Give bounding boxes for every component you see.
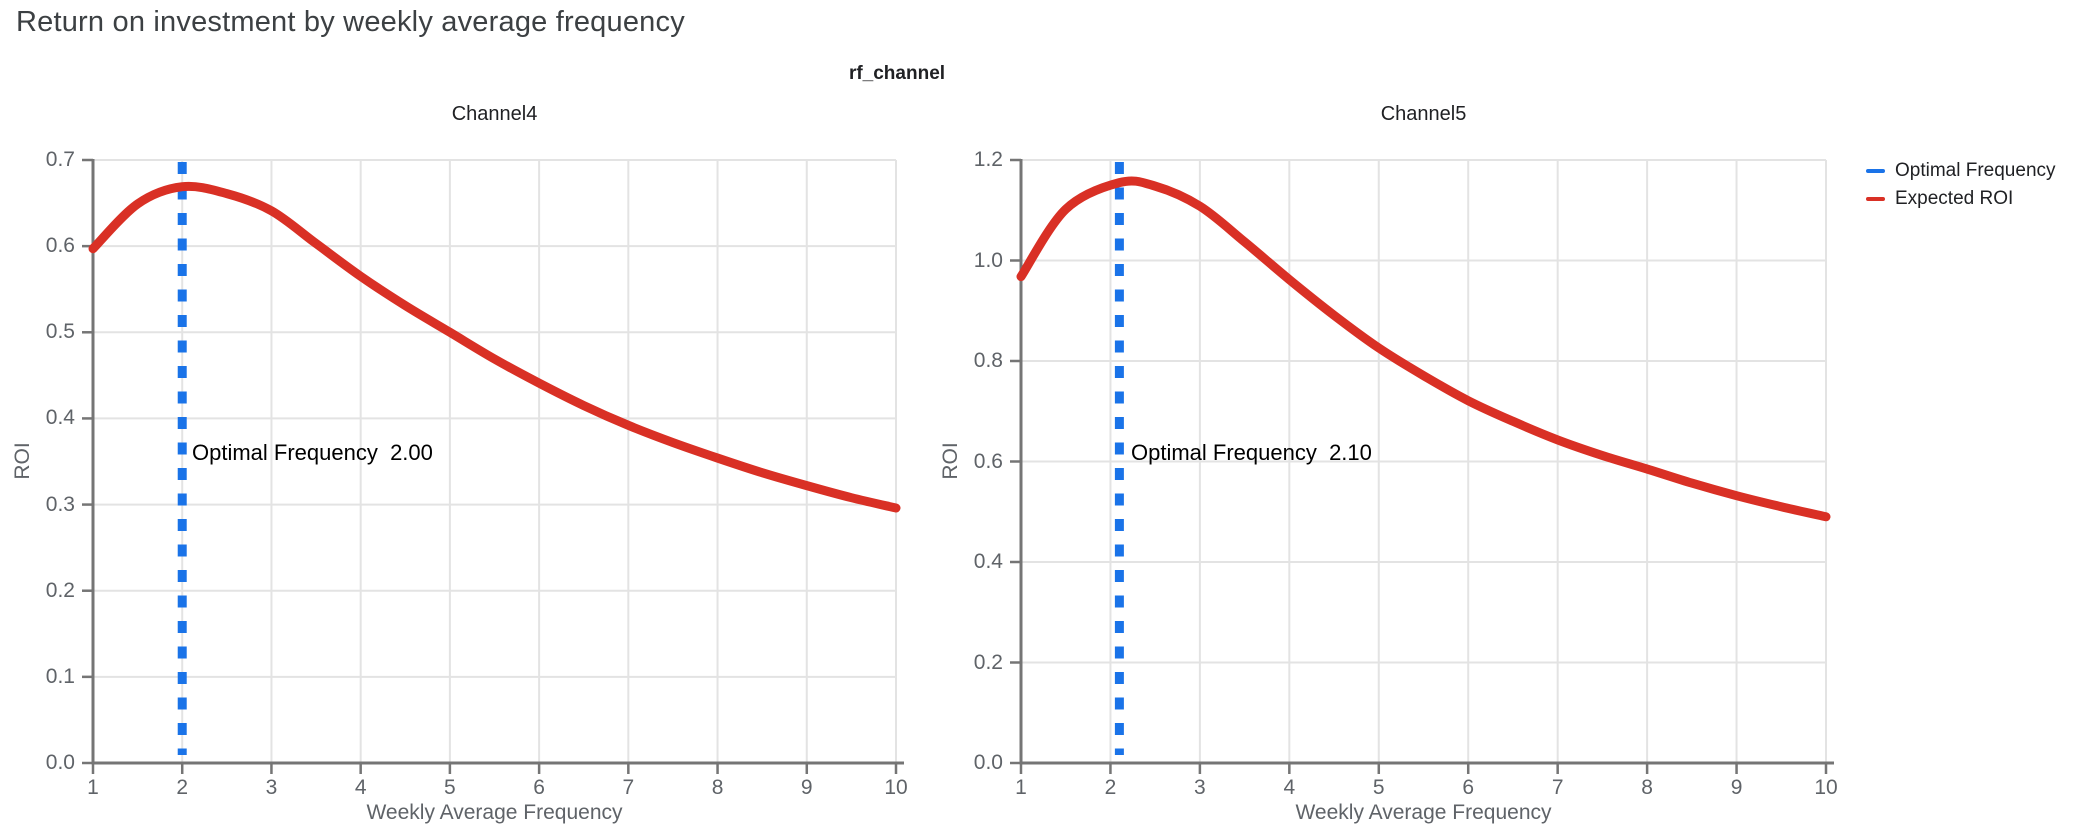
legend-label: Expected ROI: [1895, 188, 2014, 209]
x-tick-label: 5: [1372, 776, 1385, 799]
x-tick-label: 1: [87, 776, 99, 799]
y-tick-label: 0.7: [45, 148, 75, 171]
y-tick-label: 0.1: [45, 664, 75, 688]
y-tick-label: 0.0: [45, 751, 75, 774]
expected-roi-curve: [88, 181, 901, 513]
y-tick-label: 0.0: [973, 751, 1003, 774]
x-tick-label: 5: [444, 776, 456, 799]
y-tick-label: 0.5: [45, 320, 75, 344]
legend-item-expected-roi[interactable]: Expected ROI: [1866, 188, 2056, 210]
x-tick-label: 6: [533, 776, 545, 799]
x-tick-label: 9: [800, 776, 813, 799]
x-tick-label: 7: [622, 776, 635, 799]
x-tick-label: 8: [711, 776, 724, 799]
x-tick-label: 10: [1814, 776, 1838, 799]
legend-swatch-optimal-frequency: [1866, 169, 1885, 173]
x-tick-label: 9: [1730, 776, 1743, 799]
x-tick-label: 2: [1104, 776, 1117, 799]
x-axis-title-channel5: Weekly Average Frequency: [1295, 801, 1552, 824]
legend-swatch-expected-roi: [1866, 197, 1885, 201]
optimal-frequency-annotation-channel5: Optimal Frequency 2.10: [1131, 440, 1372, 465]
x-tick-label: 7: [1551, 776, 1564, 799]
legend: Optimal Frequency Expected ROI: [1866, 160, 2056, 210]
y-tick-label: 0.2: [973, 650, 1003, 674]
x-tick-label: 2: [176, 776, 189, 799]
x-tick-label: 4: [354, 776, 367, 799]
page-title: Return on investment by weekly average f…: [16, 6, 685, 38]
y-tick-label: 1.2: [973, 148, 1003, 171]
y-axis-title-channel4: ROI: [11, 442, 34, 480]
x-tick-label: 3: [265, 776, 278, 799]
y-tick-label: 0.4: [45, 406, 75, 430]
facet-title: rf_channel: [848, 63, 946, 84]
x-tick-label: 1: [1015, 776, 1027, 799]
y-tick-label: 1.0: [973, 248, 1003, 272]
y-tick-label: 0.8: [973, 349, 1003, 372]
x-tick-label: 8: [1641, 776, 1653, 799]
chart-title-channel4: Channel4: [451, 103, 538, 125]
y-tick-label: 0.6: [973, 449, 1003, 473]
x-tick-label: 4: [1283, 776, 1296, 799]
x-tick-label: 10: [884, 776, 908, 799]
y-tick-label: 0.2: [45, 578, 75, 602]
chart-title-channel5: Channel5: [1380, 103, 1467, 125]
legend-item-optimal-frequency[interactable]: Optimal Frequency: [1866, 160, 2056, 182]
legend-label: Optimal Frequency: [1895, 160, 2056, 181]
y-tick-label: 0.4: [973, 550, 1003, 573]
y-tick-label: 0.6: [45, 234, 75, 258]
expected-roi-curve: [1016, 176, 1831, 522]
y-tick-label: 0.3: [45, 492, 75, 516]
x-tick-label: 3: [1194, 776, 1206, 799]
optimal-frequency-annotation-channel4: Optimal Frequency 2.00: [192, 440, 433, 465]
x-axis-title-channel4: Weekly Average Frequency: [366, 801, 623, 824]
x-tick-label: 6: [1462, 776, 1475, 799]
